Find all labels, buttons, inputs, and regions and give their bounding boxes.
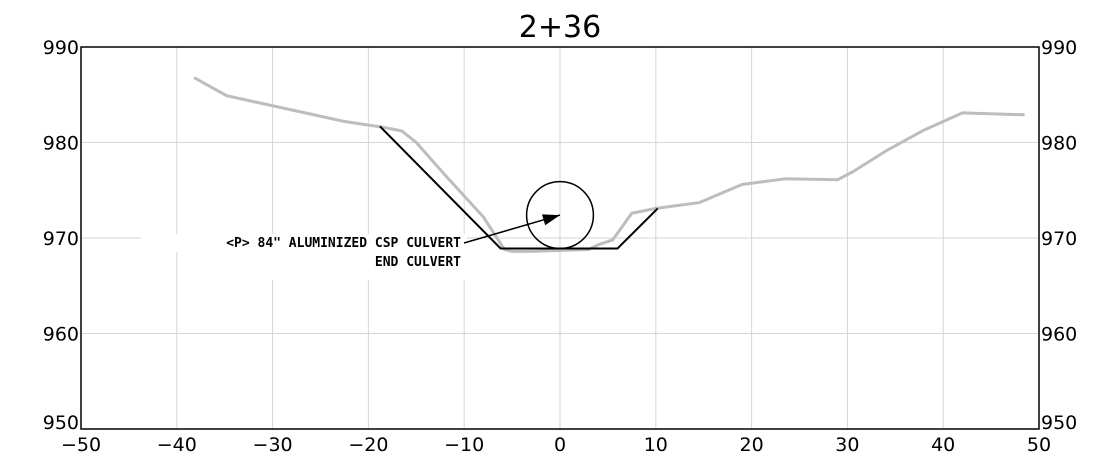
x-tick-label: 50 xyxy=(1027,434,1051,456)
annotation-mask-1 xyxy=(141,234,467,252)
design-section-line xyxy=(379,125,659,250)
annotation-mask-2 xyxy=(272,252,467,280)
y-tick-label-right: 980 xyxy=(1041,133,1077,155)
annotation-end-culvert: END CULVERT xyxy=(375,255,461,270)
culvert-circle xyxy=(525,180,595,250)
x-tick-label: −50 xyxy=(61,434,101,456)
plot-frame xyxy=(80,46,1040,430)
y-tick-label-left: 970 xyxy=(43,228,79,250)
culvert-layer xyxy=(525,180,595,250)
existing-ground-line xyxy=(193,76,1025,253)
x-tick-label: −20 xyxy=(348,434,388,456)
x-tick-label: −10 xyxy=(444,434,484,456)
leader-arrowhead xyxy=(542,214,560,226)
x-tick-label: 20 xyxy=(740,434,764,456)
annotation-culvert-label: <P> 84" ALUMINIZED CSP CULVERT xyxy=(226,236,461,251)
x-tick-label: 30 xyxy=(835,434,859,456)
x-tick-label: −30 xyxy=(253,434,293,456)
x-tick-label: 10 xyxy=(644,434,668,456)
x-tick-label: 0 xyxy=(554,434,566,456)
annotation-leader xyxy=(463,214,561,244)
y-tick-label-left: 960 xyxy=(43,324,79,346)
y-tick-label-left: 980 xyxy=(43,133,79,155)
chart-title: 2+36 xyxy=(519,10,601,45)
y-tick-label-right: 960 xyxy=(1041,324,1077,346)
y-tick-label-right: 990 xyxy=(1041,37,1077,59)
x-tick-label: 40 xyxy=(931,434,955,456)
plot-series xyxy=(193,76,1025,253)
x-tick-label: −40 xyxy=(157,434,197,456)
y-tick-label-right: 950 xyxy=(1041,412,1077,434)
y-tick-label-right: 970 xyxy=(1041,228,1077,250)
y-tick-label-left: 990 xyxy=(43,37,79,59)
y-tick-label-left: 950 xyxy=(43,412,79,434)
